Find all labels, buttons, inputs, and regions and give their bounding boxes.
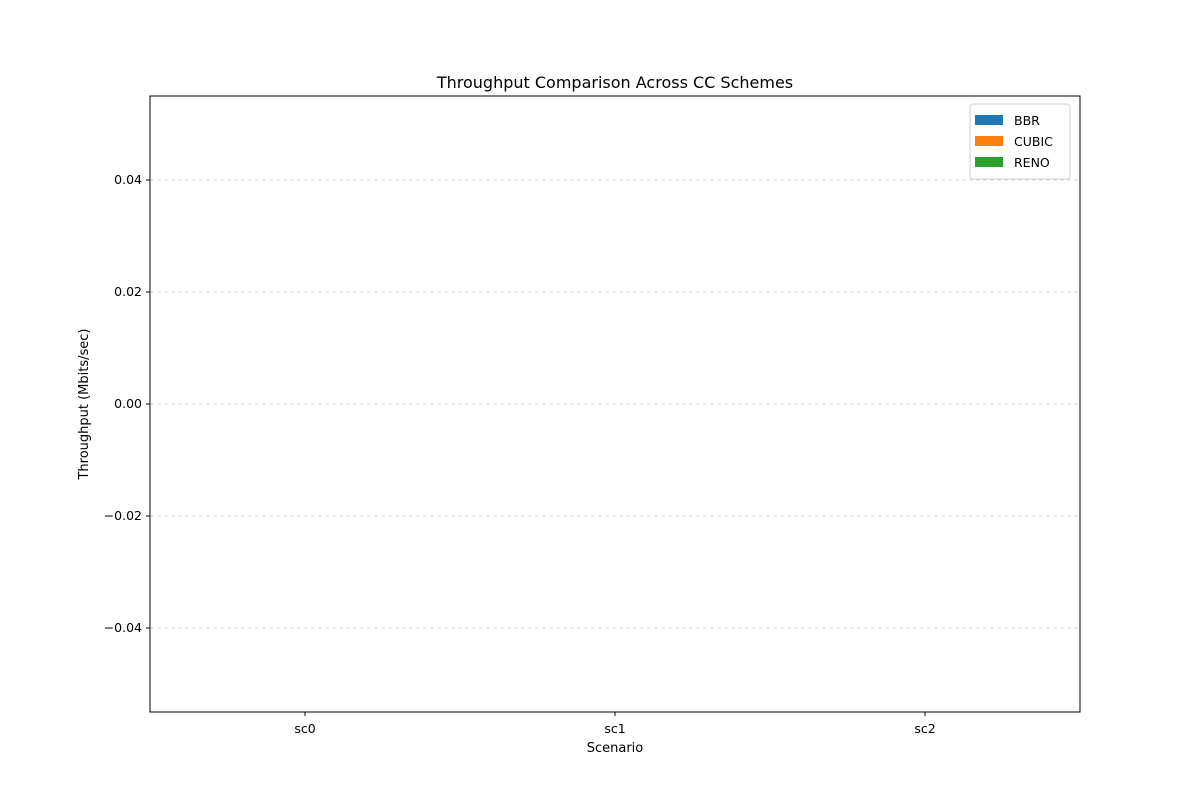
legend-label-cubic: CUBIC — [1014, 134, 1053, 149]
y-tick-label: −0.04 — [104, 620, 142, 635]
chart-title: Throughput Comparison Across CC Schemes — [436, 73, 793, 92]
y-tick-label: 0.00 — [114, 396, 142, 411]
grid-lines — [150, 179, 1080, 629]
legend-swatch-bbr — [975, 115, 1003, 125]
y-axis: −0.04 −0.02 0.00 0.02 0.04 — [104, 172, 150, 635]
y-tick-label: 0.02 — [114, 284, 142, 299]
legend-label-reno: RENO — [1014, 155, 1050, 170]
x-tick-label: sc1 — [604, 721, 625, 736]
legend-swatch-cubic — [975, 136, 1003, 146]
x-tick-label: sc0 — [294, 721, 315, 736]
y-axis-label: Throughput (Mbits/sec) — [77, 328, 92, 480]
x-axis-label: Scenario — [587, 741, 644, 756]
x-tick-label: sc2 — [914, 721, 935, 736]
legend-swatch-reno — [975, 157, 1003, 167]
legend-label-bbr: BBR — [1014, 113, 1040, 128]
y-tick-label: −0.02 — [104, 508, 142, 523]
legend: BBR CUBIC RENO — [969, 103, 1071, 180]
x-axis: sc0 sc1 sc2 — [294, 712, 936, 736]
y-tick-label: 0.04 — [114, 172, 142, 187]
